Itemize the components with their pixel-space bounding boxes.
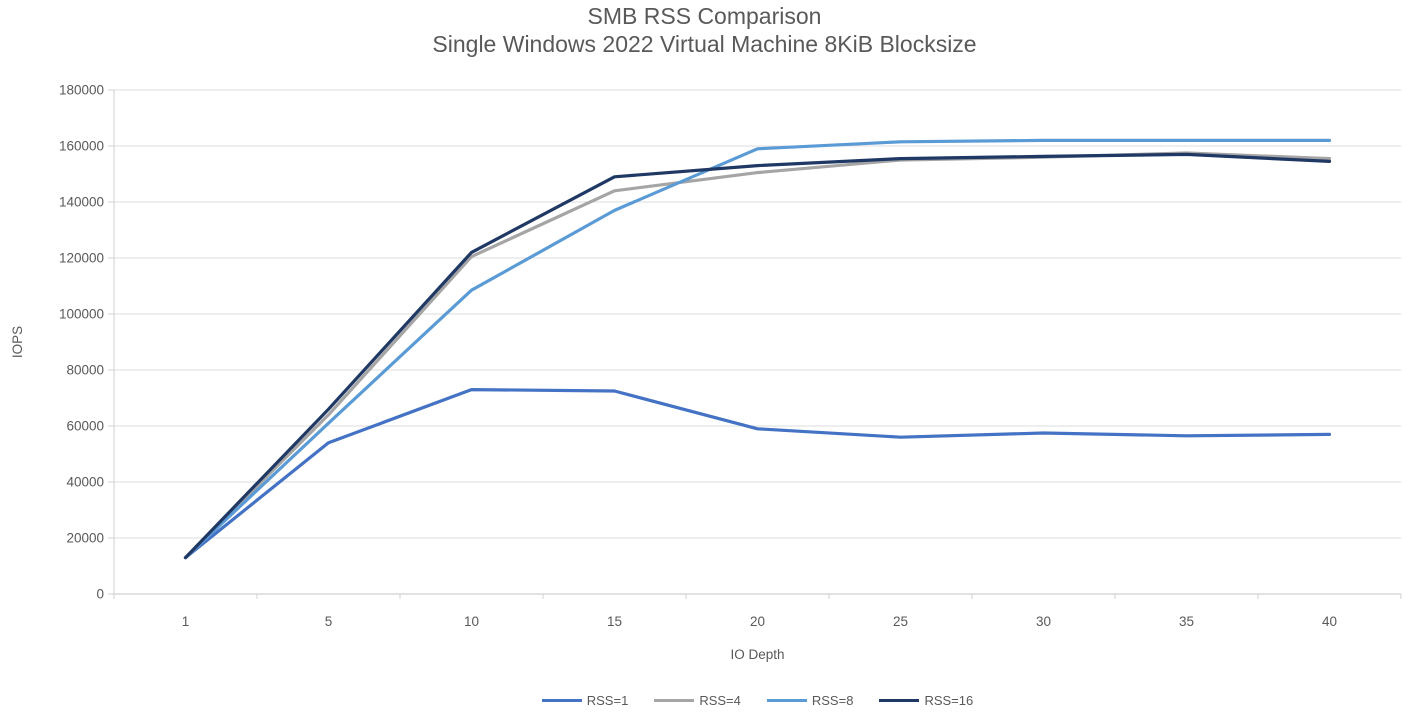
x-tick-label: 40: [1322, 614, 1337, 629]
series-line-rss-8: [183, 138, 1332, 560]
y-tick-label: 100000: [59, 307, 104, 322]
chart-subtitle: Single Windows 2022 Virtual Machine 8KiB…: [432, 31, 977, 57]
legend-label-rss-8: RSS=8: [811, 693, 854, 708]
x-tick-label: 5: [325, 614, 333, 629]
y-tick-label: 80000: [66, 363, 104, 378]
y-axis-title: IOPS: [10, 326, 25, 358]
x-tick-label: 20: [750, 614, 765, 629]
x-tick-label: 1: [182, 614, 190, 629]
legend-line-swatch-rss-1: [541, 698, 582, 703]
legend-line-swatch-rss-16: [879, 698, 920, 703]
x-tick-label: 25: [893, 614, 908, 629]
legend-item-rss-16: RSS=16: [879, 693, 973, 708]
legend-line-swatch-rss-4: [654, 698, 695, 703]
y-tick-label: 180000: [59, 83, 104, 98]
y-tick-label: 120000: [59, 251, 104, 266]
y-tick-label: 20000: [66, 531, 104, 546]
legend-line-swatch-rss-8: [766, 698, 807, 703]
chart-title-block: SMB RSS Comparison Single Windows 2022 V…: [0, 2, 1409, 58]
x-tick-label: 30: [1036, 614, 1051, 629]
x-axis-title: IO Depth: [730, 647, 784, 662]
x-tick-label: 35: [1179, 614, 1194, 629]
series-line-rss-1: [183, 388, 1332, 560]
legend-item-rss-4: RSS=4: [654, 693, 741, 708]
y-tick-label: 60000: [66, 419, 104, 434]
y-tick-label: 140000: [59, 195, 104, 210]
x-tick-label: 10: [464, 614, 479, 629]
series-line-rss-16: [183, 152, 1332, 560]
y-tick-label: 40000: [66, 475, 104, 490]
legend-label-rss-16: RSS=16: [924, 693, 974, 708]
y-tick-label: 160000: [59, 139, 104, 154]
y-tick-label: 0: [96, 587, 104, 602]
x-tick-label: 15: [607, 614, 622, 629]
series-line-rss-4: [183, 151, 1332, 560]
legend-label-rss-1: RSS=1: [586, 693, 629, 708]
legend-label-rss-4: RSS=4: [699, 693, 741, 708]
chart-legend: RSS=1 RSS=4 RSS=8 RSS=16: [114, 693, 1401, 708]
chart-title: SMB RSS Comparison: [587, 3, 822, 29]
legend-item-rss-1: RSS=1: [541, 693, 629, 708]
legend-item-rss-8: RSS=8: [766, 693, 854, 708]
